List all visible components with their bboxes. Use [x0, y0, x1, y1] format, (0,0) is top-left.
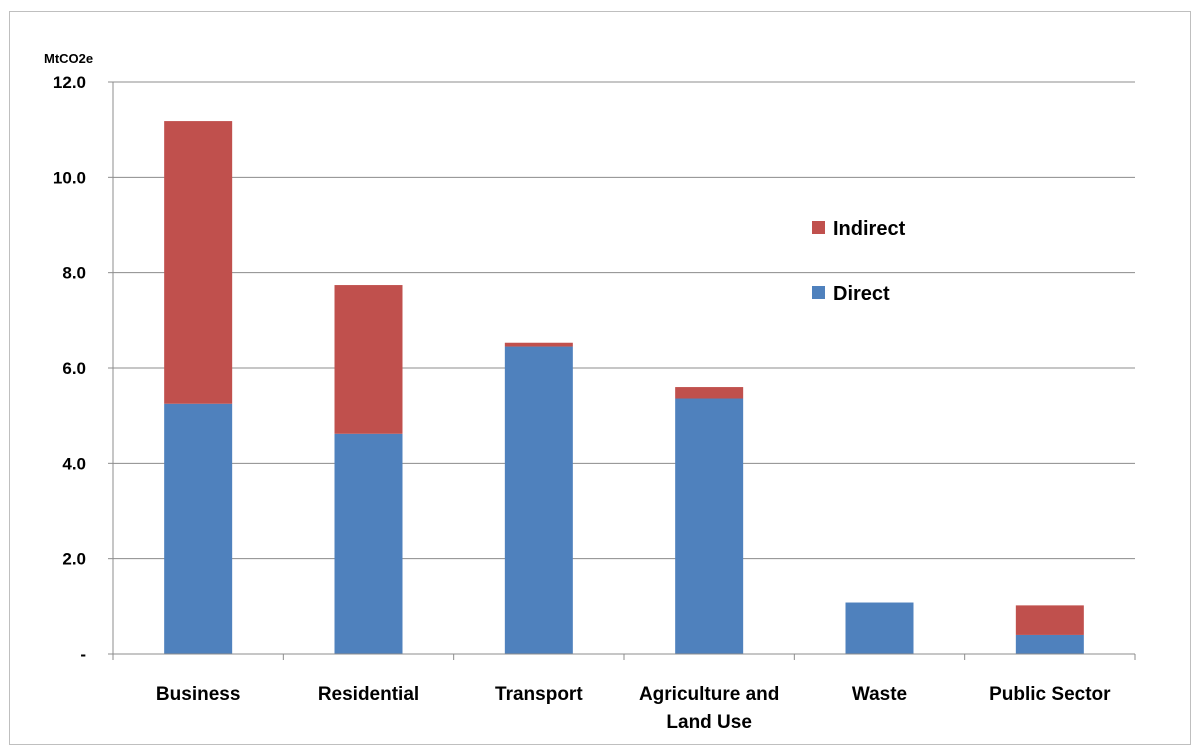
bars — [164, 121, 1084, 654]
x-category-label: Waste — [852, 684, 907, 705]
y-tick-label: 10.0 — [53, 168, 86, 187]
bar-direct — [675, 398, 744, 654]
x-axis: Business Residential Transport Agriculture … — [112, 653, 1136, 733]
bar-indirect — [1015, 605, 1084, 635]
y-tick-label: - — [80, 645, 86, 664]
bar-indirect — [334, 285, 403, 434]
y-unit-label: MtCO2e — [44, 51, 93, 66]
x-category-label: Public Sector — [989, 684, 1111, 705]
chart-frame — [9, 11, 1191, 745]
legend-label-direct: Direct — [833, 283, 890, 305]
bar-direct — [334, 433, 403, 654]
legend-label-indirect: Indirect — [833, 218, 906, 240]
y-tick-label: 2.0 — [62, 550, 86, 569]
y-tick-label: 8.0 — [62, 264, 86, 283]
bar-direct — [1015, 634, 1084, 654]
y-axis: - 2.0 4.0 6.0 8.0 10.0 12.0 — [53, 73, 114, 664]
gridlines — [113, 81, 1135, 560]
y-tick-label: 6.0 — [62, 359, 86, 378]
bar-indirect — [164, 121, 233, 404]
y-tick-label: 12.0 — [53, 73, 86, 92]
y-tick-label: 4.0 — [62, 454, 86, 473]
bar-indirect — [504, 342, 573, 347]
bar-direct — [845, 602, 914, 654]
bar-direct — [504, 346, 573, 654]
x-category-label: Residential — [318, 684, 419, 705]
x-category-label: Transport — [495, 684, 583, 705]
bar-indirect — [675, 387, 744, 399]
x-category-label: Business — [156, 684, 240, 705]
legend: Indirect Direct — [812, 218, 906, 305]
bar-direct — [164, 403, 233, 654]
legend-swatch-direct — [812, 286, 825, 299]
x-category-label: Agriculture and Land Use — [639, 684, 779, 733]
legend-swatch-indirect — [812, 221, 825, 234]
